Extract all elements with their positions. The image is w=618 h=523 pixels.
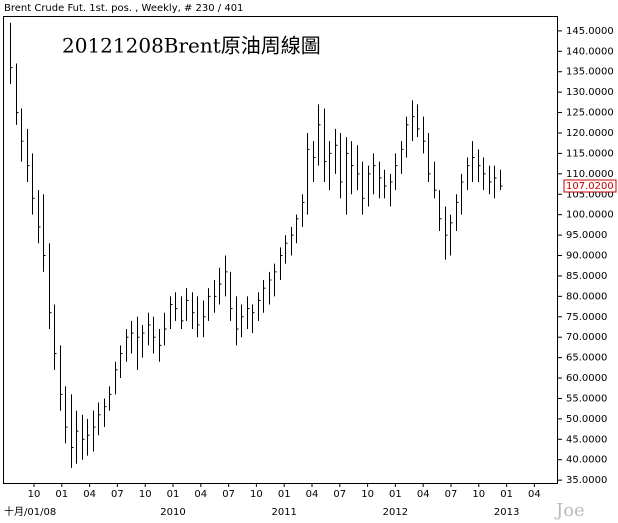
y-tick-label: 125.0000	[566, 108, 614, 119]
y-tick-label: 135.0000	[566, 67, 614, 78]
y-tick-label: 80.0000	[566, 291, 607, 302]
x-tick-label: 07	[111, 489, 124, 500]
x-tick-label: 04	[306, 489, 319, 500]
year-label: 2012	[383, 507, 408, 518]
x-tick-label: 01	[500, 489, 513, 500]
x-tick-label: 04	[528, 489, 541, 500]
watermark: Joe	[554, 500, 585, 521]
y-tick-label: 95.0000	[566, 230, 607, 241]
y-tick-label: 55.0000	[566, 393, 607, 404]
y-tick-label: 120.0000	[566, 128, 614, 139]
year-label: 2011	[271, 507, 296, 518]
x-tick-label: 10	[361, 489, 374, 500]
y-tick-label: 110.0000	[566, 169, 614, 180]
y-tick-label: 145.0000	[566, 26, 614, 37]
y-tick-label: 40.0000	[566, 455, 607, 466]
y-tick-label: 140.0000	[566, 46, 614, 57]
x-tick-label: 01	[167, 489, 180, 500]
y-tick-label: 115.0000	[566, 148, 614, 159]
x-tick-label: 04	[83, 489, 96, 500]
y-tick-label: 70.0000	[566, 332, 607, 343]
chart-title: Brent Crude Fut. 1st. pos. , Weekly, # 2…	[4, 3, 243, 14]
y-tick-label: 130.0000	[566, 87, 614, 98]
y-tick-label: 90.0000	[566, 251, 607, 262]
y-tick-label: 100.0000	[566, 210, 614, 221]
x-tick-label: 01	[55, 489, 68, 500]
x-tick-label: 10	[139, 489, 152, 500]
x-tick-label: 01	[278, 489, 291, 500]
x-tick-label: 04	[194, 489, 207, 500]
y-tick-label: 65.0000	[566, 353, 607, 364]
last-price-box	[563, 179, 617, 193]
x-tick-label: 07	[333, 489, 346, 500]
y-tick-label: 75.0000	[566, 312, 607, 323]
y-tick-label: 50.0000	[566, 414, 607, 425]
y-tick-label: 35.0000	[566, 475, 607, 486]
x-tick-label: 07	[445, 489, 458, 500]
x-tick-label: 10	[472, 489, 485, 500]
x-tick-label: 10	[250, 489, 263, 500]
x-tick-label: 04	[417, 489, 430, 500]
x-tick-label: 01	[389, 489, 402, 500]
x-tick-label: 07	[222, 489, 235, 500]
y-tick-label: 85.0000	[566, 271, 607, 282]
annotation: 20121208Brent原油周線圖	[62, 34, 321, 58]
x-tick-label: 10	[28, 489, 41, 500]
y-tick-label: 45.0000	[566, 434, 607, 445]
y-tick-label: 60.0000	[566, 373, 607, 384]
year-label: 2013	[494, 507, 519, 518]
plot-frame	[3, 16, 558, 484]
last-price-label: 107.0200	[566, 181, 614, 192]
year-label: 2010	[160, 507, 185, 518]
y-tick-label: 105.0000	[566, 189, 614, 200]
start-label: 十月/01/08	[4, 505, 56, 518]
